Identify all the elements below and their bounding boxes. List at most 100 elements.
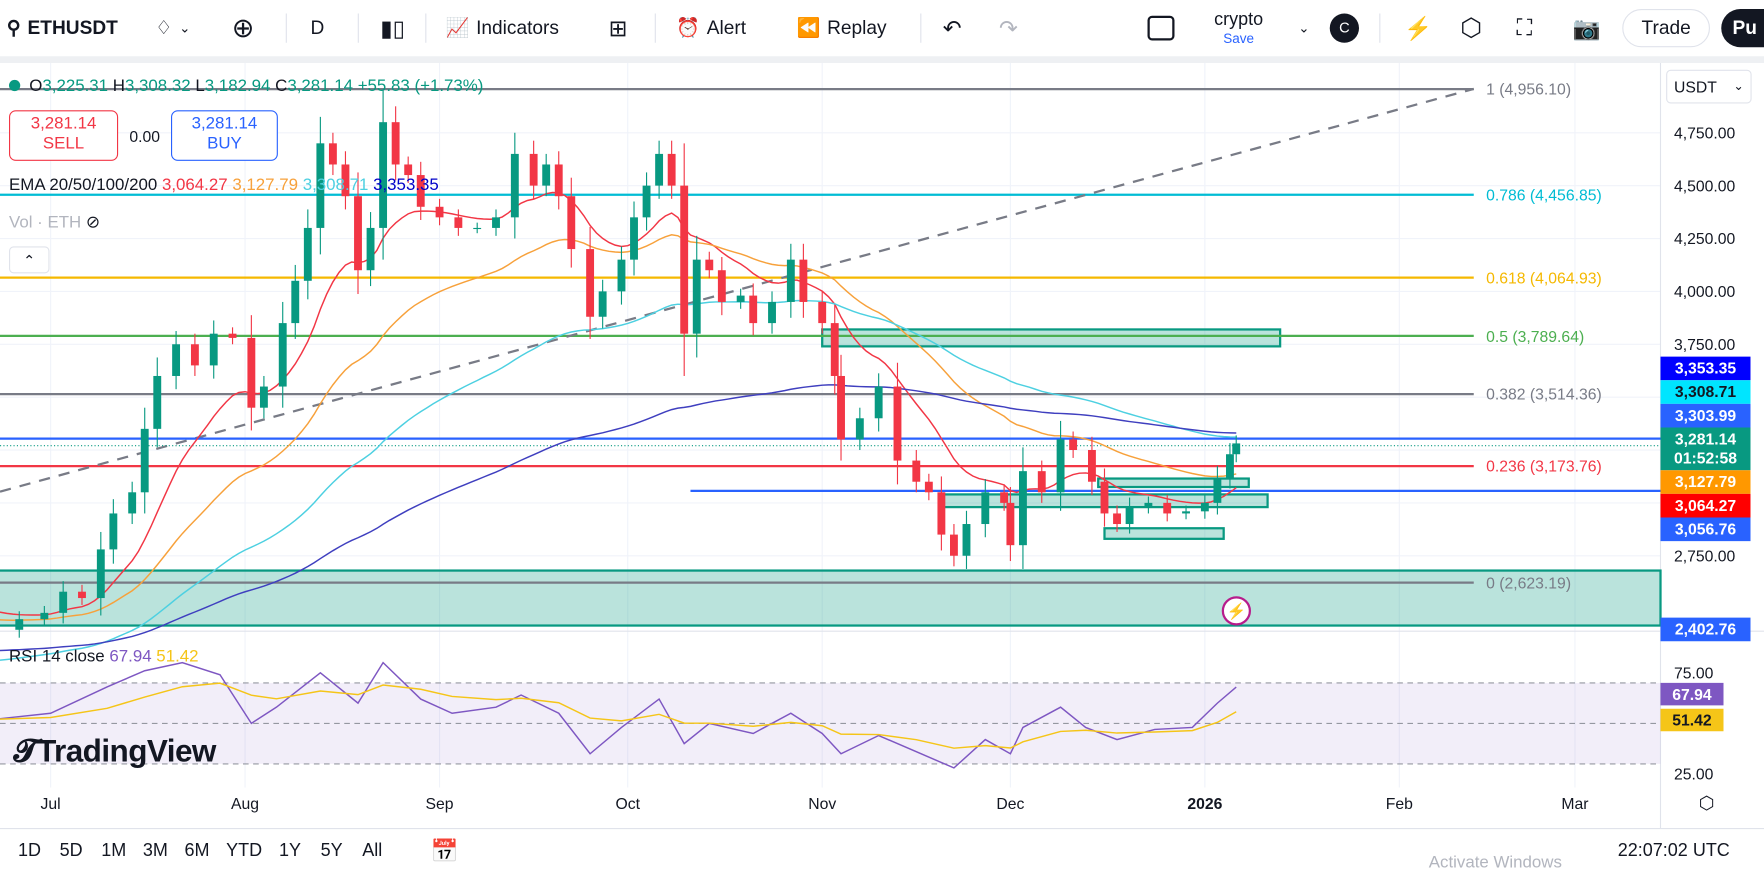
date-range-button[interactable]: 📅	[431, 837, 459, 865]
range-1d[interactable]: 1D	[18, 841, 42, 861]
undo-button[interactable]: ↶	[943, 0, 962, 56]
candle-body	[153, 375, 162, 429]
candle-body	[799, 259, 808, 302]
price-axis-label: 4,250.00	[1674, 229, 1736, 248]
indicators-button[interactable]: 📈 Indicators	[446, 0, 559, 56]
candle-body	[855, 418, 864, 440]
candle-body	[190, 344, 199, 366]
candle-body	[1069, 439, 1078, 450]
time-axis-label: Jul	[40, 794, 61, 813]
candle-body	[655, 153, 664, 186]
trade-button[interactable]: Trade	[1622, 9, 1710, 48]
chevron-down-icon: ⌄	[1298, 20, 1310, 36]
symbol-search-button[interactable]: ⚲ ETHUSDT	[7, 0, 118, 56]
time-axis-label: Sep	[425, 794, 454, 813]
candle-body	[529, 153, 538, 186]
candle-body	[567, 196, 576, 250]
gear-icon: ⬡	[1460, 13, 1482, 42]
range-5d[interactable]: 5D	[59, 841, 83, 861]
chart-type-button[interactable]: ▮▯	[380, 0, 405, 56]
candle-body	[328, 143, 337, 165]
range-all[interactable]: All	[362, 841, 383, 861]
compare-symbol-button[interactable]: ⊕	[232, 0, 255, 56]
rsi-label: RSI 14 close	[9, 646, 105, 666]
price-tag: 3,281.14 01:52:58	[1660, 427, 1751, 471]
tradingview-logo: 𝓣TradingView	[13, 733, 217, 771]
price-tag: 3,308.71	[1660, 380, 1751, 404]
candle-body	[1037, 471, 1046, 493]
fullscreen-button[interactable]: ⛶	[1517, 0, 1533, 56]
interval-button[interactable]: D	[311, 0, 325, 56]
range-1m[interactable]: 1M	[101, 841, 127, 861]
replay-button[interactable]: ⏪ Replay	[797, 0, 887, 56]
indicators-label: Indicators	[476, 16, 559, 39]
fib-level-label: 0.5 (3,789.64)	[1486, 326, 1585, 345]
candle-body	[209, 333, 218, 366]
replay-label: Replay	[827, 16, 887, 39]
price-axis-label: 4,500.00	[1674, 176, 1736, 195]
buy-button[interactable]: 3,281.14 BUY	[171, 110, 278, 161]
watchlist-button[interactable]: ♢ ⌄	[155, 0, 190, 56]
candle-body	[303, 227, 312, 281]
rsi-legend: RSI 14 close 67.94 51.42	[9, 647, 199, 666]
quick-search-button[interactable]: ⚡	[1404, 0, 1432, 56]
sell-button[interactable]: 3,281.14 SELL	[9, 110, 119, 161]
candle-body	[492, 217, 500, 228]
rsi-tag: 67.94	[1660, 682, 1724, 706]
rsi-axis-label: 75.00	[1674, 663, 1714, 682]
chevron-down-icon: ⌄	[179, 20, 191, 36]
settings-button[interactable]: ⬡	[1460, 0, 1482, 56]
candle-body	[59, 591, 68, 613]
diamond-icon: ♢	[155, 16, 173, 39]
change-value: +55.83 (+1.73%)	[357, 76, 484, 96]
alarm-clock-icon: ⏰	[676, 16, 700, 39]
candle-body	[630, 217, 638, 260]
avatar[interactable]: C	[1329, 13, 1359, 43]
layout-name[interactable]: crypto Save	[1195, 10, 1283, 46]
open-label: O	[29, 76, 43, 96]
sell-price: 3,281.14	[30, 113, 97, 133]
candle-body	[291, 280, 300, 324]
symbol-name: ETHUSDT	[27, 16, 118, 39]
layout-grid-button[interactable]: ⊞	[609, 0, 628, 56]
candle-body	[316, 143, 325, 228]
alert-button[interactable]: ⏰ Alert	[676, 0, 746, 56]
spread-value: 0.00	[129, 127, 161, 146]
ema20-value: 3,064.27	[161, 175, 228, 195]
fib-level-label: 0.382 (3,514.36)	[1486, 385, 1602, 404]
price-axis-label: 3,750.00	[1674, 335, 1736, 354]
candle-body	[1144, 502, 1153, 508]
ema50-line	[0, 234, 1237, 621]
candle-body	[435, 206, 444, 218]
range-ytd[interactable]: YTD	[226, 841, 263, 861]
candle-body	[586, 249, 595, 317]
redo-button[interactable]: ↷	[999, 0, 1018, 56]
collapse-legend-button[interactable]: ⌃	[9, 246, 50, 274]
layout-menu-button[interactable]: ⌄	[1298, 0, 1309, 56]
tv-logo-icon: 𝓣	[13, 733, 38, 769]
candle-body	[228, 333, 237, 338]
range-3m[interactable]: 3M	[142, 841, 168, 861]
ema100-line	[0, 299, 1237, 661]
activate-windows-watermark: Activate Windows	[1428, 852, 1562, 872]
range-6m[interactable]: 6M	[184, 841, 210, 861]
time-axis-label: Feb	[1385, 794, 1413, 813]
publish-button[interactable]: Pu	[1721, 9, 1764, 48]
clock[interactable]: 22:07:02 UTC	[1617, 841, 1730, 861]
candle-body	[598, 291, 607, 317]
volume-legend[interactable]: Vol · ETH ⊘	[9, 212, 100, 232]
camera-icon: 📷	[1572, 16, 1601, 42]
candle-body	[786, 259, 795, 302]
range-1y[interactable]: 1Y	[279, 841, 302, 861]
fib-level-label: 1 (4,956.10)	[1486, 80, 1572, 99]
range-5y[interactable]: 5Y	[320, 841, 343, 861]
redo-icon: ↷	[999, 16, 1018, 42]
ema-legend[interactable]: EMA 20/50/100/200 3,064.27 3,127.79 3,30…	[9, 176, 439, 195]
snapshot-button[interactable]: 📷	[1573, 0, 1601, 56]
price-tag: 2,402.76	[1660, 617, 1751, 642]
layout-button[interactable]	[1147, 0, 1175, 56]
rsi-ma-value: 51.42	[156, 646, 199, 666]
currency-select[interactable]: USDT ⌄	[1666, 69, 1752, 104]
